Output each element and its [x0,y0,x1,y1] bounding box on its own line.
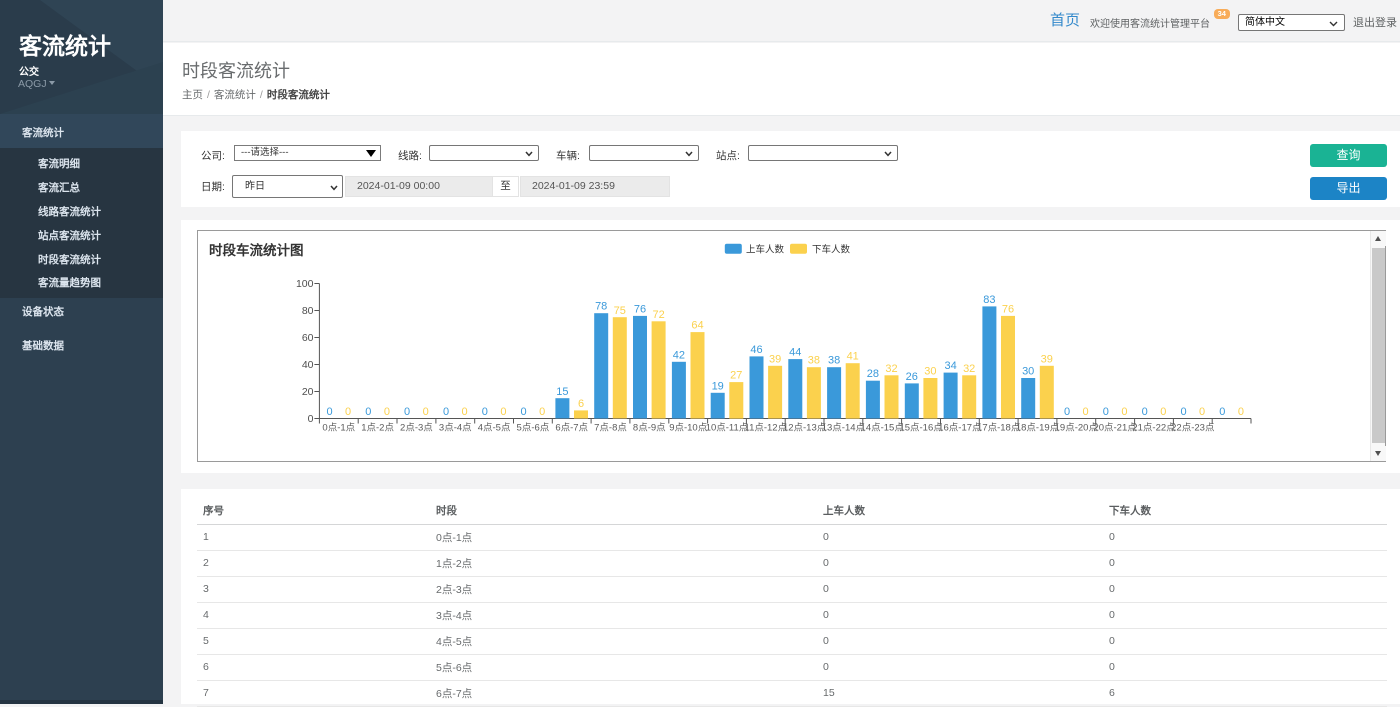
svg-text:46: 46 [750,344,762,356]
svg-text:30: 30 [1022,366,1034,378]
svg-text:15: 15 [556,386,568,398]
svg-text:6: 6 [578,398,584,410]
svg-text:41: 41 [847,351,859,363]
svg-text:19: 19 [712,380,724,392]
svg-text:26: 26 [906,371,918,383]
svg-text:0: 0 [1083,406,1089,418]
svg-text:16点-17点: 16点-17点 [938,423,982,434]
svg-text:11点-12点: 11点-12点 [745,423,788,434]
svg-text:34: 34 [944,360,956,372]
svg-text:7点-8点: 7点-8点 [594,423,627,434]
svg-text:0: 0 [326,406,332,418]
svg-text:75: 75 [614,305,626,317]
svg-text:0: 0 [1180,406,1186,418]
svg-text:0: 0 [423,406,429,418]
svg-text:100: 100 [296,278,314,290]
svg-text:19点-20点: 19点-20点 [1055,423,1099,434]
svg-text:40: 40 [302,359,314,371]
svg-text:0: 0 [539,406,545,418]
svg-text:0点-1点: 0点-1点 [322,423,355,434]
svg-text:0: 0 [1142,406,1148,418]
svg-text:时段车流统计图: 时段车流统计图 [209,242,304,258]
svg-text:0: 0 [1160,406,1166,418]
svg-text:12点-13点: 12点-13点 [783,423,827,434]
svg-text:20: 20 [302,386,314,398]
svg-text:76: 76 [634,303,646,315]
svg-text:下车人数: 下车人数 [812,244,851,256]
svg-text:6点-7点: 6点-7点 [555,423,588,434]
svg-text:27: 27 [730,370,742,382]
svg-text:76: 76 [1002,303,1014,315]
svg-text:10点-11点: 10点-11点 [706,423,749,434]
svg-text:72: 72 [652,309,664,321]
svg-text:4点-5点: 4点-5点 [478,423,511,434]
svg-text:0: 0 [384,406,390,418]
svg-text:0: 0 [365,406,371,418]
svg-text:64: 64 [691,320,703,332]
svg-text:0: 0 [1103,406,1109,418]
svg-text:30: 30 [924,366,936,378]
svg-text:42: 42 [673,349,685,361]
svg-text:22点-23点: 22点-23点 [1171,423,1215,434]
svg-text:39: 39 [769,353,781,365]
svg-text:0: 0 [1199,406,1205,418]
svg-text:0: 0 [443,406,449,418]
svg-text:5点-6点: 5点-6点 [517,423,550,434]
svg-text:21点-22点: 21点-22点 [1132,423,1176,434]
svg-text:0: 0 [521,406,527,418]
svg-text:60: 60 [302,332,314,344]
svg-text:14点-15点: 14点-15点 [861,423,905,434]
svg-text:1点-2点: 1点-2点 [361,423,394,434]
svg-text:78: 78 [595,301,607,313]
svg-text:18点-19点: 18点-19点 [1016,423,1060,434]
svg-text:0: 0 [404,406,410,418]
svg-text:80: 80 [302,305,314,317]
svg-text:0: 0 [1064,406,1070,418]
svg-text:38: 38 [828,355,840,367]
svg-text:8点-9点: 8点-9点 [633,423,666,434]
svg-text:上车人数: 上车人数 [746,244,785,256]
svg-text:28: 28 [867,368,879,380]
svg-text:9点-10点: 9点-10点 [669,423,708,434]
svg-text:44: 44 [789,347,801,359]
svg-text:13点-14点: 13点-14点 [822,423,866,434]
svg-text:38: 38 [808,355,820,367]
svg-text:0: 0 [1219,406,1225,418]
svg-text:32: 32 [885,363,897,375]
svg-text:0: 0 [462,406,468,418]
svg-text:20点-21点: 20点-21点 [1093,423,1137,434]
svg-text:17点-18点: 17点-18点 [977,423,1021,434]
svg-text:83: 83 [983,294,995,306]
svg-text:0: 0 [308,413,314,425]
svg-text:2点-3点: 2点-3点 [400,423,433,434]
svg-text:0: 0 [1238,406,1244,418]
svg-text:15点-16点: 15点-16点 [899,423,943,434]
svg-text:32: 32 [963,363,975,375]
svg-text:3点-4点: 3点-4点 [439,423,472,434]
svg-text:0: 0 [482,406,488,418]
svg-text:0: 0 [1121,406,1127,418]
svg-text:0: 0 [500,406,506,418]
svg-text:0: 0 [345,406,351,418]
svg-text:39: 39 [1041,353,1053,365]
